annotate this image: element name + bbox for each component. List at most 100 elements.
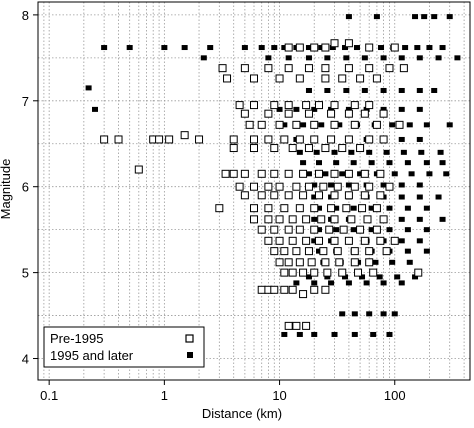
point-pre-1995 bbox=[338, 144, 347, 153]
point-pre-1995 bbox=[257, 285, 266, 294]
point-1995-and-later bbox=[418, 149, 425, 155]
point-pre-1995 bbox=[390, 236, 399, 245]
point-pre-1995 bbox=[330, 101, 339, 110]
point-pre-1995 bbox=[280, 285, 289, 294]
point-pre-1995 bbox=[399, 64, 408, 73]
point-1995-and-later bbox=[423, 205, 430, 211]
point-1995-and-later bbox=[324, 87, 331, 93]
point-1995-and-later bbox=[311, 238, 318, 244]
point-1995-and-later bbox=[342, 274, 349, 280]
point-1995-and-later bbox=[431, 14, 438, 20]
point-1995-and-later bbox=[316, 160, 323, 166]
point-1995-and-later bbox=[380, 311, 387, 317]
point-pre-1995 bbox=[270, 101, 279, 110]
point-pre-1995 bbox=[264, 135, 273, 144]
point-pre-1995 bbox=[344, 135, 353, 144]
point-pre-1995 bbox=[302, 101, 311, 110]
point-1995-and-later bbox=[439, 45, 446, 51]
point-1995-and-later bbox=[361, 55, 368, 61]
point-pre-1995 bbox=[288, 144, 297, 153]
point-1995-and-later bbox=[378, 45, 385, 51]
y-tick-label: 5 bbox=[22, 266, 29, 281]
point-pre-1995 bbox=[319, 182, 328, 191]
point-pre-1995 bbox=[372, 120, 381, 129]
point-1995-and-later bbox=[359, 274, 366, 280]
point-pre-1995 bbox=[155, 135, 164, 144]
grid-lines bbox=[37, 2, 470, 380]
point-1995-and-later bbox=[370, 331, 377, 337]
point-1995-and-later bbox=[331, 331, 338, 337]
point-pre-1995 bbox=[280, 268, 289, 277]
point-pre-1995 bbox=[350, 101, 359, 110]
point-1995-and-later bbox=[389, 259, 396, 265]
point-1995-and-later bbox=[353, 45, 360, 51]
point-pre-1995 bbox=[317, 215, 326, 224]
point-1995-and-later bbox=[276, 106, 283, 112]
y-axis-label: Magnitude bbox=[0, 159, 13, 220]
point-pre-1995 bbox=[180, 131, 189, 140]
point-pre-1995 bbox=[229, 135, 238, 144]
point-pre-1995 bbox=[330, 236, 339, 245]
point-pre-1995 bbox=[327, 109, 336, 118]
point-pre-1995 bbox=[376, 169, 385, 178]
point-pre-1995 bbox=[240, 64, 249, 73]
point-pre-1995 bbox=[284, 64, 293, 73]
point-1995-and-later bbox=[351, 311, 358, 317]
x-tick-label: 100 bbox=[384, 388, 406, 403]
point-pre-1995 bbox=[330, 120, 339, 129]
point-pre-1995 bbox=[264, 215, 273, 224]
point-pre-1995 bbox=[288, 285, 297, 294]
point-pre-1995 bbox=[250, 215, 258, 224]
point-pre-1995 bbox=[299, 268, 308, 277]
legend-label-1995-later: 1995 and later bbox=[50, 348, 134, 363]
point-pre-1995 bbox=[100, 135, 109, 144]
point-1995-and-later bbox=[366, 149, 373, 155]
point-1995-and-later bbox=[348, 149, 355, 155]
point-pre-1995 bbox=[310, 268, 319, 277]
point-pre-1995 bbox=[288, 268, 297, 277]
point-1995-and-later bbox=[296, 149, 303, 155]
point-1995-and-later bbox=[305, 45, 312, 51]
point-pre-1995 bbox=[350, 182, 359, 191]
point-1995-and-later bbox=[285, 55, 292, 61]
x-tick-label: 0.1 bbox=[40, 388, 58, 403]
point-1995-and-later bbox=[101, 45, 108, 51]
point-pre-1995 bbox=[354, 268, 363, 277]
point-pre-1995 bbox=[295, 43, 304, 52]
point-pre-1995 bbox=[304, 64, 313, 73]
point-1995-and-later bbox=[398, 106, 405, 112]
point-pre-1995 bbox=[284, 169, 293, 178]
point-pre-1995 bbox=[215, 204, 224, 213]
point-1995-and-later bbox=[322, 171, 329, 177]
point-pre-1995 bbox=[333, 247, 342, 256]
point-1995-and-later bbox=[443, 171, 450, 177]
point-1995-and-later bbox=[439, 160, 446, 166]
point-1995-and-later bbox=[85, 85, 92, 91]
point-1995-and-later bbox=[368, 205, 375, 211]
point-pre-1995 bbox=[288, 236, 297, 245]
point-pre-1995 bbox=[280, 204, 289, 213]
point-1995-and-later bbox=[416, 194, 423, 200]
point-pre-1995 bbox=[257, 169, 266, 178]
point-1995-and-later bbox=[350, 160, 357, 166]
point-pre-1995 bbox=[385, 64, 394, 73]
point-1995-and-later bbox=[412, 274, 419, 280]
legend: Pre-1995 1995 and later bbox=[43, 326, 205, 368]
point-1995-and-later bbox=[357, 171, 364, 177]
point-pre-1995 bbox=[390, 43, 399, 52]
point-1995-and-later bbox=[361, 87, 368, 93]
point-1995-and-later bbox=[311, 331, 318, 337]
point-pre-1995 bbox=[264, 109, 273, 118]
point-pre-1995 bbox=[315, 236, 324, 245]
point-pre-1995 bbox=[275, 120, 284, 129]
point-pre-1995 bbox=[295, 74, 304, 83]
point-pre-1995 bbox=[327, 204, 336, 213]
point-1995-and-later bbox=[437, 149, 444, 155]
point-1995-and-later bbox=[404, 160, 411, 166]
point-1995-and-later bbox=[368, 160, 375, 166]
point-1995-and-later bbox=[305, 55, 312, 61]
point-1995-and-later bbox=[296, 331, 303, 337]
point-pre-1995 bbox=[376, 191, 385, 200]
point-1995-and-later bbox=[398, 136, 405, 142]
point-1995-and-later bbox=[181, 45, 188, 51]
